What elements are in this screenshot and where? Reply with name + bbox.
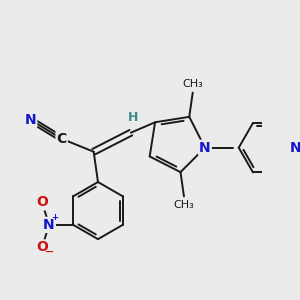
Text: −: − [45, 247, 55, 257]
Text: N: N [199, 141, 211, 155]
Text: H: H [128, 112, 138, 124]
Text: N: N [290, 141, 300, 155]
Text: C: C [56, 132, 67, 146]
Text: N: N [43, 218, 55, 232]
Text: N: N [25, 113, 36, 127]
Text: CH₃: CH₃ [174, 200, 194, 210]
Text: O: O [36, 195, 48, 209]
Text: O: O [36, 240, 48, 254]
Text: CH₃: CH₃ [182, 79, 203, 89]
Text: +: + [52, 213, 58, 222]
